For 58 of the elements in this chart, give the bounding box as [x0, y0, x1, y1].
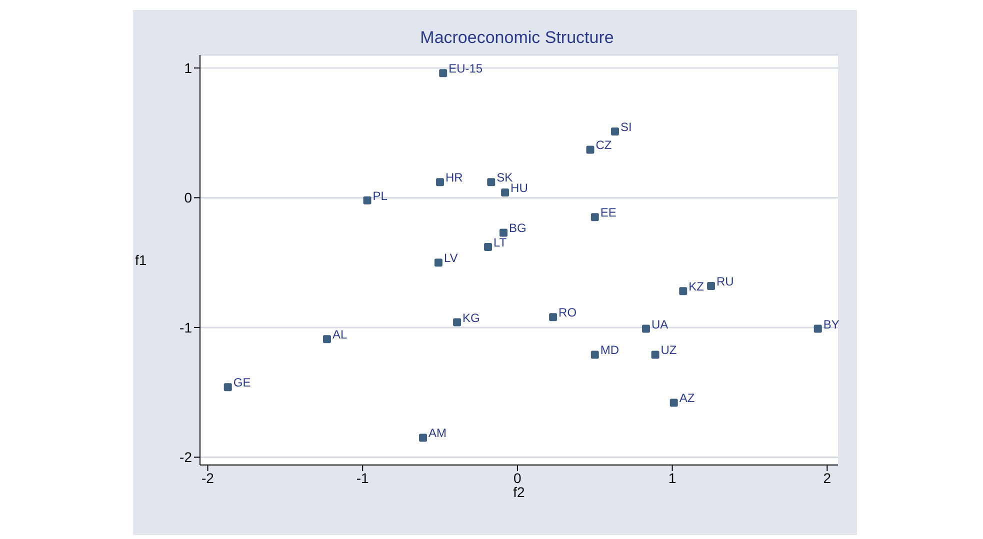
series-label: KG: [462, 310, 480, 325]
point: [434, 258, 442, 267]
point: [707, 282, 716, 290]
y-tick-label: -2: [180, 449, 192, 466]
y-tick-label: 0: [184, 190, 192, 206]
point: [549, 313, 558, 322]
point: [453, 318, 462, 326]
series-label: EE: [600, 206, 616, 220]
x-axis-title: f2: [513, 484, 526, 500]
series-label: PL: [372, 188, 388, 203]
point: [484, 243, 492, 252]
point: [500, 228, 508, 237]
series-label: RO: [558, 306, 577, 320]
x-tick-label: 0: [514, 470, 522, 486]
series-label: GE: [233, 376, 251, 390]
y-tick-label: 1: [184, 60, 192, 76]
series-label: BG: [509, 221, 526, 236]
point: [363, 196, 372, 204]
point: [590, 213, 599, 222]
point: [590, 350, 599, 359]
series-label: UZ: [660, 343, 677, 358]
point: [651, 350, 660, 359]
series-label: SI: [620, 120, 632, 134]
series-label: CZ: [596, 138, 612, 152]
point: [322, 335, 331, 344]
chart-title: Macroeconomic Structure: [420, 28, 614, 47]
x-tick-label: 1: [668, 470, 676, 486]
series-label: BY: [823, 317, 840, 332]
point: [501, 188, 510, 197]
series-label: LT: [494, 236, 508, 250]
point: [586, 146, 594, 154]
point: [418, 434, 427, 442]
series-label: MD: [600, 343, 620, 358]
series-label: RU: [716, 274, 734, 288]
point: [436, 178, 444, 186]
point: [670, 398, 678, 407]
point: [814, 324, 822, 333]
x-tick-label: -2: [202, 470, 214, 486]
point: [224, 383, 232, 392]
series-label: UA: [651, 317, 668, 332]
series-label: AL: [332, 328, 348, 342]
series-label: LV: [444, 251, 458, 266]
series-label: HR: [446, 170, 464, 185]
point: [487, 178, 496, 186]
point: [679, 287, 688, 296]
series-label: SK: [496, 170, 513, 185]
y-tick-label: -1: [180, 319, 192, 336]
y-axis-title: f1: [135, 252, 147, 268]
x-tick-label: 2: [823, 470, 832, 486]
series-label: AM: [428, 426, 446, 440]
series-label: AZ: [679, 391, 695, 406]
point: [642, 324, 650, 333]
series-label: EU-15: [448, 62, 483, 76]
point: [611, 128, 620, 136]
series-label: KZ: [688, 280, 704, 294]
x-tick-label: -1: [356, 470, 370, 486]
point: [439, 69, 448, 78]
series-label: HU: [510, 181, 528, 196]
